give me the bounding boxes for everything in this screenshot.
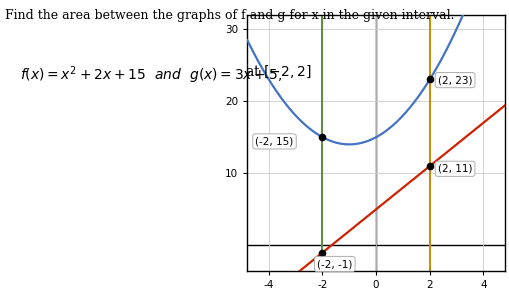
Text: (-2, 15): (-2, 15) bbox=[255, 136, 293, 146]
Text: $f(x) = x^2 + 2x + 15$$\ \ and\ \ $$g(x) = 3x + 5,$: $f(x) = x^2 + 2x + 15$$\ \ and\ \ $$g(x)… bbox=[20, 64, 282, 86]
Text: (2, 23): (2, 23) bbox=[437, 75, 471, 85]
Text: (2, 11): (2, 11) bbox=[437, 164, 471, 174]
Text: at $[-2, 2]$: at $[-2, 2]$ bbox=[244, 64, 310, 80]
Text: (-2, -1): (-2, -1) bbox=[317, 259, 352, 269]
Text: Find the area between the graphs of f and g for x in the given interval.: Find the area between the graphs of f an… bbox=[5, 9, 454, 22]
